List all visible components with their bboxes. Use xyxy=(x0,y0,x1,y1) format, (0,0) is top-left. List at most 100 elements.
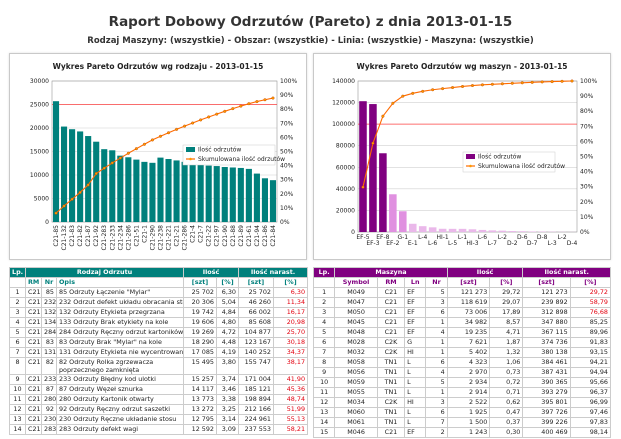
cell-nr: 6 xyxy=(425,307,448,318)
cell-lp: 3 xyxy=(9,307,26,318)
table-row: 9 C21 233 233 Odrzuty Błędny kod ulotki 15 2… xyxy=(9,374,309,385)
cell-qty: 19 606 xyxy=(183,317,217,328)
bar xyxy=(109,150,116,222)
legend-bar-swatch xyxy=(186,147,195,152)
y-tick-label: 20000 xyxy=(30,125,49,132)
bar xyxy=(165,159,172,222)
cell-qty: 15 495 xyxy=(183,357,217,375)
bar xyxy=(61,126,68,222)
bar xyxy=(468,229,477,232)
cumulative-point xyxy=(167,131,171,135)
cumulative-point xyxy=(175,127,179,131)
subheader-pct: [%] xyxy=(489,277,524,288)
x-tick-label: EF-5 xyxy=(356,234,369,241)
cumulative-point xyxy=(255,100,259,104)
cell-rm: TN1 xyxy=(376,377,406,388)
cumulative-point xyxy=(126,151,130,155)
cell-rm: TN1 xyxy=(376,387,406,398)
cell-symbol: M048 xyxy=(334,327,378,338)
cell-lp: 9 xyxy=(9,374,26,385)
cell-pct: 0,72 xyxy=(489,377,524,388)
x-tick-label: C21-234 xyxy=(117,225,124,251)
cell-qty: 20 306 xyxy=(183,297,217,308)
cell-symbol: M055 xyxy=(334,387,378,398)
cell-pct: 4,48 xyxy=(216,337,239,348)
cell-opis: 232 Odrzut defekt układu obracania stosu xyxy=(56,297,184,308)
cell-qty: 73 006 xyxy=(446,307,491,318)
cell-rm: TN1 xyxy=(376,417,406,428)
cell-rm: C21 xyxy=(25,317,42,328)
x-tick-label: L-2 xyxy=(557,234,566,241)
x-tick-label: C21-132 xyxy=(61,225,68,251)
x-tick-label: C21-94 xyxy=(254,225,261,247)
x-tick-label: C21-233 xyxy=(109,225,116,251)
cell-ln: HI xyxy=(404,347,427,358)
cell-cum-qty: 185 121 xyxy=(238,384,274,395)
x-tick-label: C21-238 xyxy=(157,225,164,251)
cell-ln: L xyxy=(404,417,427,428)
bar xyxy=(245,168,252,222)
cell-cum-pct: 98,14 xyxy=(569,427,612,438)
cell-cum-pct: 48,74 xyxy=(272,394,309,405)
bar xyxy=(518,231,527,232)
y2-tick-label: 50% xyxy=(580,154,594,161)
cumulative-point xyxy=(134,147,138,151)
cumulative-point xyxy=(540,80,544,84)
x-tick-label: C21-84 xyxy=(270,225,277,247)
x-tick-label: L-7 xyxy=(488,240,497,247)
cumulative-point xyxy=(62,204,66,208)
cell-ln: L xyxy=(404,367,427,378)
table-row: 2 C21 232 232 Odrzut defekt układu obracani… xyxy=(9,297,309,308)
cell-rm: TN1 xyxy=(376,357,406,368)
x-tick-label: C21-90 xyxy=(222,225,229,247)
cell-symbol: M050 xyxy=(334,307,378,318)
cell-nr: 2 xyxy=(425,427,448,438)
table-row: 7 C21 131 131 Odrzuty Etykieta nie wycentro… xyxy=(9,347,309,358)
table-row: 11 C21 280 280 Odrzuty Kartonik otwarty 13 7… xyxy=(9,394,309,405)
cell-pct: 3,80 xyxy=(216,357,239,375)
cumulative-point xyxy=(371,141,375,145)
bar xyxy=(261,178,268,222)
y2-tick-label: 60% xyxy=(280,134,294,141)
cumulative-point xyxy=(431,88,435,92)
table-row: 14 M061 TN1 L 7 1 500 0,37 399 226 97,83 xyxy=(312,417,612,428)
table-row: 1 C21 85 85 Odrzuty Łączenie "Mylar" 25 702 6… xyxy=(9,287,309,298)
cell-ln: G xyxy=(404,337,427,348)
y2-tick-label: 90% xyxy=(280,92,294,99)
cell-opis: 233 Odrzuty Błędny kod ulotki xyxy=(56,374,184,385)
y-tick-label: 0 xyxy=(351,229,355,236)
cell-ln: EF xyxy=(404,287,427,298)
y2-tick-label: 20% xyxy=(580,199,594,206)
cumulative-point xyxy=(263,98,267,102)
cell-cum-pct: 58,21 xyxy=(272,424,309,435)
x-tick-label: C21-87 xyxy=(85,225,92,247)
bar xyxy=(77,131,84,222)
x-tick-label: C21-286 xyxy=(125,225,132,251)
x-tick-label: C21-83 xyxy=(69,225,76,247)
cell-cum-qty: 121 273 xyxy=(522,287,571,298)
table-row: 4 C21 134 133 Odrzuty Brak etykiety na kole… xyxy=(9,317,309,328)
cell-pct: 3,14 xyxy=(216,414,239,425)
y2-tick-label: 80% xyxy=(580,108,594,115)
cell-lp: 2 xyxy=(9,297,26,308)
cell-qty: 25 702 xyxy=(183,287,217,298)
cell-qty: 5 402 xyxy=(446,347,491,358)
cell-pct: 29,07 xyxy=(489,297,524,308)
cell-cum-qty: 237 553 xyxy=(238,424,274,435)
header-quantity: Ilość xyxy=(446,267,524,278)
cell-lp: 1 xyxy=(9,287,26,298)
cell-cum-qty: 104 877 xyxy=(238,327,274,338)
cell-rm: C21 xyxy=(376,307,406,318)
subheader-ln: Ln xyxy=(404,277,427,288)
table-row: 8 M058 TN1 L 6 4 323 1,06 384 461 94,21 xyxy=(312,357,612,368)
cell-lp: 8 xyxy=(312,357,336,368)
cell-lp: 4 xyxy=(312,317,336,328)
cell-rm: C21 xyxy=(25,297,42,308)
cell-symbol: M061 xyxy=(334,417,378,428)
cell-rm: C21 xyxy=(25,394,42,405)
cell-qty: 34 982 xyxy=(446,317,491,328)
cell-lp: 6 xyxy=(9,337,26,348)
bar xyxy=(205,165,212,222)
cell-nr: 7 xyxy=(425,417,448,428)
x-tick-label: EF-3 xyxy=(366,240,379,247)
